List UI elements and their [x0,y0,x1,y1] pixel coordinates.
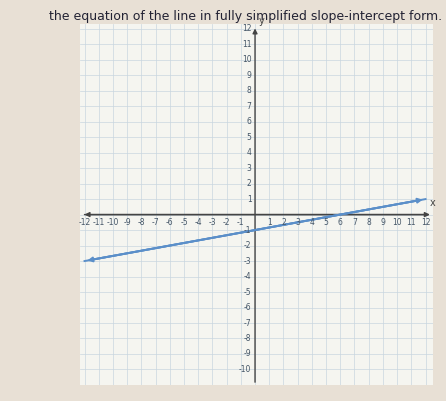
Text: -9: -9 [244,350,252,358]
Text: 1: 1 [267,219,272,227]
Text: 12: 12 [421,219,430,227]
Text: -6: -6 [166,219,173,227]
Text: -2: -2 [244,241,252,250]
Text: 10: 10 [392,219,402,227]
Text: 6: 6 [247,117,252,126]
Text: 6: 6 [338,219,343,227]
Text: 2: 2 [247,179,252,188]
Text: 1: 1 [247,194,252,204]
Text: -12: -12 [78,219,91,227]
Text: 11: 11 [242,40,252,49]
Text: the equation of the line in fully simplified slope-intercept form.: the equation of the line in fully simpli… [49,10,442,23]
Text: -3: -3 [244,257,252,265]
Text: 12: 12 [242,24,252,33]
Text: 7: 7 [352,219,357,227]
Text: -5: -5 [180,219,188,227]
Text: 5: 5 [324,219,329,227]
Text: -7: -7 [244,318,252,328]
Text: -7: -7 [152,219,159,227]
Text: 3: 3 [295,219,300,227]
Text: -4: -4 [194,219,202,227]
Text: 8: 8 [247,86,252,95]
Text: x: x [430,198,435,209]
Text: -10: -10 [107,219,119,227]
Text: -2: -2 [223,219,231,227]
Text: -8: -8 [244,334,252,343]
Text: -10: -10 [239,365,252,374]
Text: -9: -9 [124,219,131,227]
Text: 3: 3 [247,164,252,172]
Text: -1: -1 [244,226,252,235]
Text: -3: -3 [209,219,216,227]
Text: 4: 4 [310,219,314,227]
Text: 7: 7 [247,101,252,111]
Text: -11: -11 [93,219,105,227]
Text: 8: 8 [366,219,371,227]
Text: 10: 10 [242,55,252,64]
Text: 11: 11 [407,219,416,227]
Text: 9: 9 [380,219,385,227]
Text: 5: 5 [247,133,252,142]
Text: -6: -6 [244,303,252,312]
Text: -1: -1 [237,219,244,227]
Text: -5: -5 [244,288,252,296]
Text: -4: -4 [244,272,252,281]
Text: 2: 2 [281,219,286,227]
Text: 4: 4 [247,148,252,157]
Text: -8: -8 [138,219,145,227]
Text: y: y [259,16,264,26]
Text: 9: 9 [247,71,252,80]
